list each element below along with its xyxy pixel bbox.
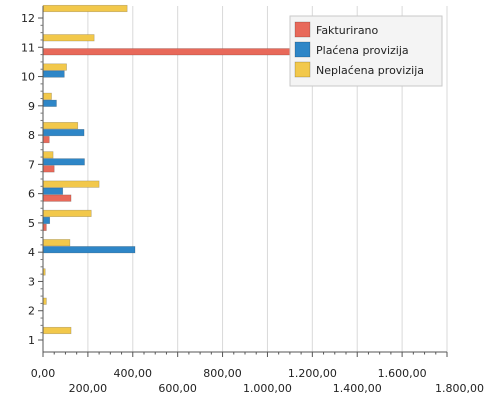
y-tick-label: 2 xyxy=(28,305,35,318)
x-tick-label: 0,00 xyxy=(31,367,56,380)
bar-pla-ena-provizija-4 xyxy=(42,246,136,254)
legend-label-3: Neplaćena provizija xyxy=(316,64,424,77)
x-tick-label: 200,00 xyxy=(69,382,108,395)
bar-fakturirano-5 xyxy=(42,223,47,231)
legend-swatch-2 xyxy=(294,41,311,58)
bar-nepla-ena-provizija-6 xyxy=(42,180,100,188)
bar-nepla-ena-provizija-11 xyxy=(42,34,95,42)
x-tick-label: 1.400,00 xyxy=(333,382,382,395)
legend-box xyxy=(289,15,443,87)
bar-nepla-ena-provizija-2 xyxy=(42,297,47,305)
y-tick-label: 10 xyxy=(21,71,35,84)
bar-nepla-ena-provizija-12 xyxy=(42,4,128,13)
legend: Fakturirano Plaćena provizija Neplaćena pr… xyxy=(289,15,443,87)
bar-fakturirano-11 xyxy=(42,48,309,56)
legend-label-2: Plaćena provizija xyxy=(316,44,409,57)
y-tick-label: 12 xyxy=(21,12,35,25)
bar-pla-ena-provizija-8 xyxy=(42,129,85,137)
bar-nepla-ena-provizija-5 xyxy=(42,209,92,217)
legend-swatch-1 xyxy=(294,21,311,38)
y-tick-label: 3 xyxy=(28,275,35,288)
y-tick-label: 4 xyxy=(28,246,35,259)
x-tick-label: 800,00 xyxy=(203,367,242,380)
x-tick-label: 1.800,00 xyxy=(435,382,484,395)
y-tick-label: 11 xyxy=(21,41,35,54)
bar-nepla-ena-provizija-8 xyxy=(42,122,79,130)
bar-pla-ena-provizija-5 xyxy=(42,216,51,224)
x-tick-label: 1.600,00 xyxy=(378,367,427,380)
y-tick-label: 1 xyxy=(28,334,35,347)
legend-label-1: Fakturirano xyxy=(316,24,379,37)
bar-nepla-ena-provizija-10 xyxy=(42,63,67,71)
bars xyxy=(42,4,309,335)
bar-pla-ena-provizija-9 xyxy=(42,99,57,107)
bar-fakturirano-6 xyxy=(42,194,72,202)
y-tick-label: 5 xyxy=(28,217,35,230)
bar-fakturirano-7 xyxy=(42,165,55,173)
bar-pla-ena-provizija-10 xyxy=(42,70,65,78)
bar-nepla-ena-provizija-9 xyxy=(42,92,52,100)
bar-nepla-ena-provizija-7 xyxy=(42,151,54,159)
y-tick-label: 9 xyxy=(28,100,35,113)
x-tick-label: 400,00 xyxy=(114,367,153,380)
legend-swatch-3 xyxy=(294,61,311,78)
y-tick-label: 6 xyxy=(28,188,35,201)
bar-pla-ena-provizija-6 xyxy=(42,187,64,195)
x-tick-label: 1.000,00 xyxy=(243,382,292,395)
x-tick-label: 1.200,00 xyxy=(288,367,337,380)
y-tick-label: 8 xyxy=(28,129,35,142)
bar-pla-ena-provizija-7 xyxy=(42,158,85,166)
bar-nepla-ena-provizija-4 xyxy=(42,239,71,247)
bar-nepla-ena-provizija-1 xyxy=(42,326,72,335)
y-tick-label: 7 xyxy=(28,158,35,171)
bar-fakturirano-8 xyxy=(42,136,50,144)
x-tick-label: 600,00 xyxy=(158,382,197,395)
